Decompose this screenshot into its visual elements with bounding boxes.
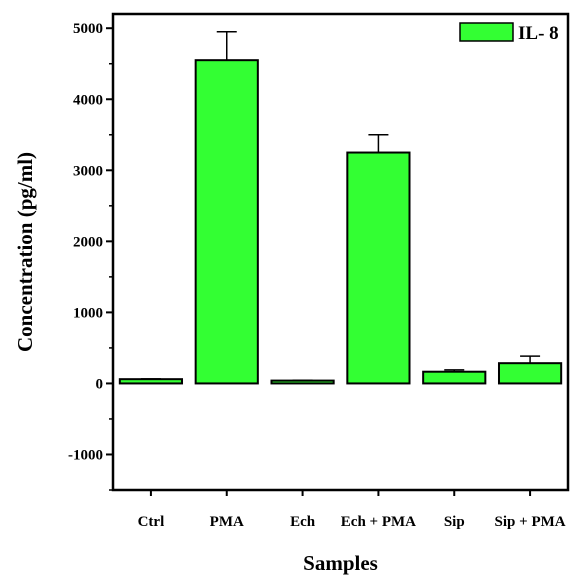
legend-swatch: [459, 22, 514, 42]
bars-layer: [118, 59, 563, 385]
x-axis-title: Samples: [303, 551, 378, 575]
y-tick-label: 2000: [73, 234, 103, 250]
x-tick-label: PMA: [210, 514, 244, 530]
x-tick-label: Ech: [290, 514, 316, 530]
y-axis-title: Concentration (pg/ml): [13, 152, 37, 352]
x-tick-label: Sip: [444, 514, 465, 530]
y-tick-label: 3000: [73, 163, 103, 179]
x-axis: Ctrl PMA Ech Ech + PMA Sip Sip + PMA: [138, 490, 566, 530]
y-tick-label: -1000: [68, 447, 103, 463]
y-tick-label: 0: [96, 376, 104, 392]
plot-frame: [111, 12, 570, 492]
bar: [194, 59, 259, 385]
y-axis: -1000 0 1000 2000 3000 4000 5000: [68, 21, 113, 491]
legend-label: IL- 8: [518, 23, 559, 44]
errorbars-layer: [140, 31, 541, 381]
bar: [118, 378, 184, 385]
bar: [497, 362, 563, 385]
y-tick-label: 1000: [73, 305, 103, 321]
bar: [270, 379, 335, 385]
x-tick-label: Ctrl: [138, 514, 165, 530]
y-tick-label: 5000: [73, 21, 103, 37]
x-tick-label: Ech + PMA: [341, 514, 416, 530]
legend: IL- 8: [459, 22, 559, 44]
bar: [346, 151, 411, 385]
x-tick-label: Sip + PMA: [495, 514, 566, 530]
bar: [422, 370, 487, 385]
y-tick-label: 4000: [73, 92, 103, 108]
